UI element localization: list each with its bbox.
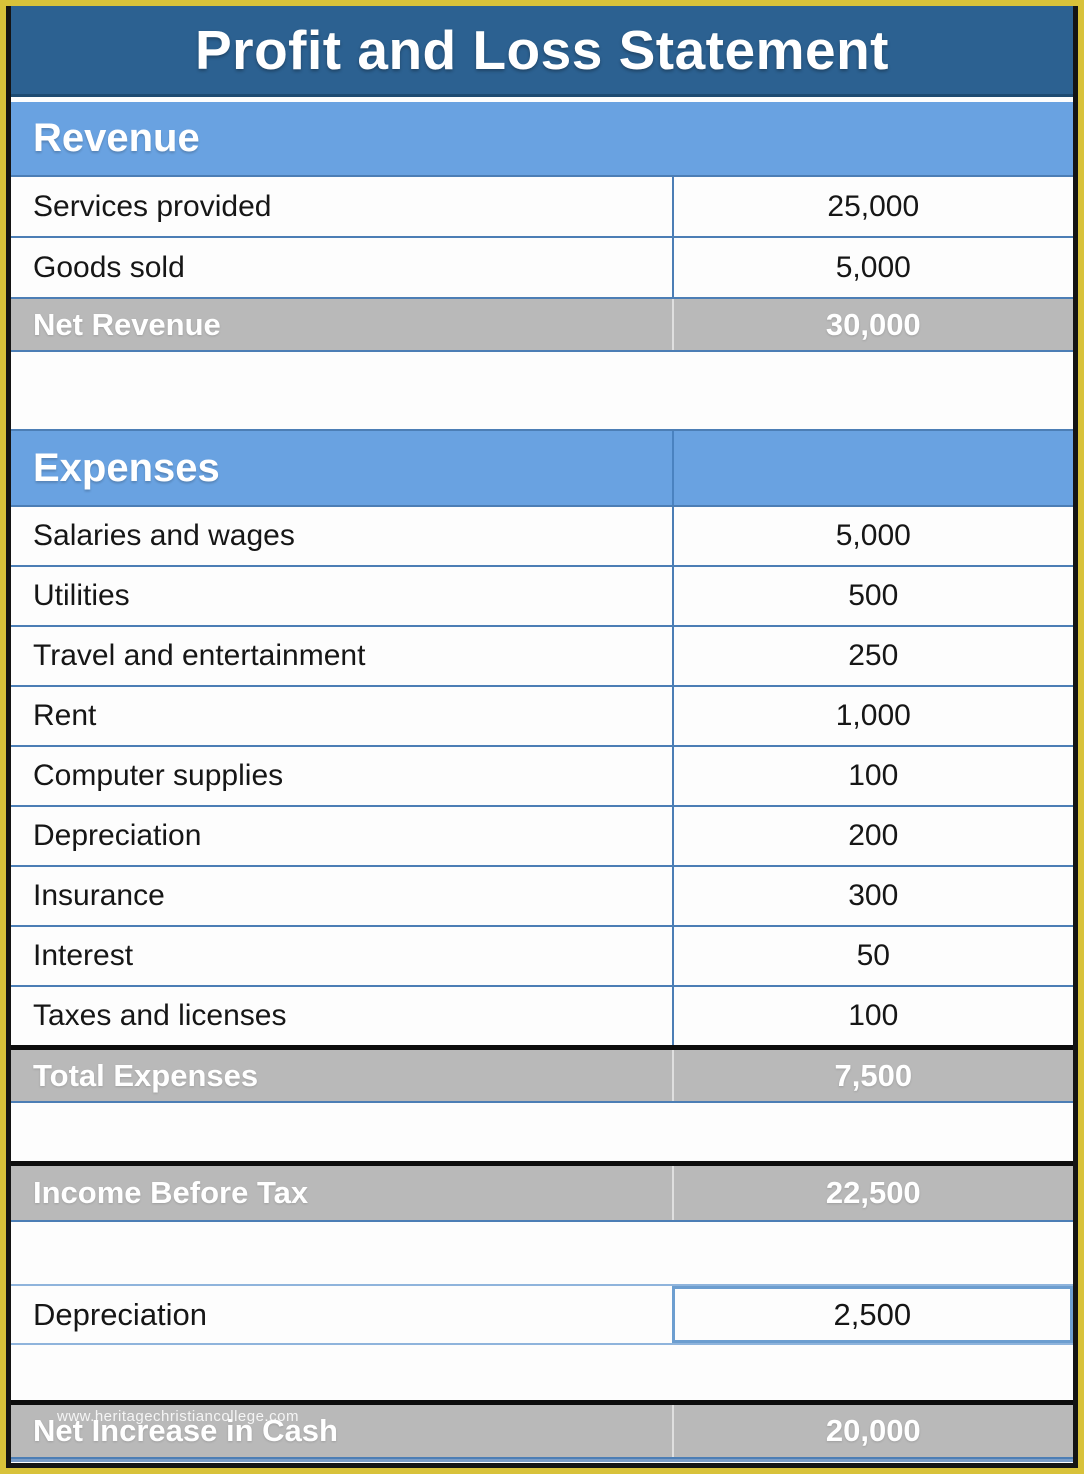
row-value: 5,000 [671,238,1073,297]
spacer-row [11,352,1073,429]
statement-sheet: Profit and Loss Statement Revenue Service… [6,6,1078,1468]
bottom-edge-line [11,1459,1073,1462]
table-row: Total Expenses 7,500 [11,1045,1073,1103]
row-label [11,1222,672,1284]
row-label: Salaries and wages [33,519,295,552]
table-row: Travel and entertainment 250 [11,625,1073,685]
table-row: Depreciation 2,500 [11,1284,1073,1345]
row-label: Utilities [33,579,130,612]
row-label: Travel and entertainment [33,639,366,672]
row-value: 22,500 [671,1166,1073,1220]
row-value [672,1345,1073,1400]
row-label: Net Increase in Cash [33,1413,338,1448]
row-value: 20,000 [671,1405,1073,1457]
table-row: Depreciation 200 [11,805,1073,865]
page-title: Profit and Loss Statement [195,19,889,81]
row-label: Depreciation [33,819,202,852]
row-label: Goods sold [33,250,185,284]
row-value: 500 [671,567,1073,625]
row-label [11,1103,672,1161]
row-label: Computer supplies [33,759,284,792]
row-label: Revenue [33,116,200,160]
row-value: 250 [671,627,1073,685]
spacer-row [11,1103,1073,1161]
row-value: 1,000 [671,687,1073,745]
row-label: Rent [33,699,97,732]
table-row: Interest 50 [11,925,1073,985]
row-value [672,352,1073,429]
row-label: Depreciation [33,1296,208,1332]
row-label: Expenses [33,445,220,490]
row-label: Net Revenue [33,306,221,342]
spacer-row [11,1222,1073,1284]
row-value: 300 [671,867,1073,925]
table-row: Services provided 25,000 [11,175,1073,236]
table-row: Income Before Tax 22,500 [11,1161,1073,1222]
row-value: 100 [671,987,1073,1045]
table-row: Net Increase in Cash 20,000 [11,1400,1073,1459]
row-label: Services provided [33,189,272,223]
row-value [672,1103,1073,1161]
row-label: Income Before Tax [33,1175,309,1210]
row-value [671,431,1073,505]
table-row: Insurance 300 [11,865,1073,925]
spacer-row [11,1345,1073,1400]
row-value: 25,000 [671,177,1073,236]
table-row: Goods sold 5,000 [11,236,1073,297]
row-value [672,1222,1073,1284]
table-row: Net Revenue 30,000 [11,297,1073,352]
row-value [672,102,1073,175]
row-value: 30,000 [671,299,1073,350]
table-row: Taxes and licenses 100 [11,985,1073,1045]
row-label: Total Expenses [33,1057,259,1093]
row-value: 100 [671,747,1073,805]
table-row: Rent 1,000 [11,685,1073,745]
row-label: Interest [33,939,134,972]
row-label: Insurance [33,879,165,912]
row-value: 7,500 [671,1050,1073,1101]
row-value: 2,500 [671,1286,1073,1343]
row-value: 50 [671,927,1073,985]
row-value: 5,000 [671,507,1073,565]
row-label: Taxes and licenses [33,999,287,1032]
row-label [11,1345,672,1400]
statement-table: Revenue Services provided 25,000 Goods sold… [11,102,1073,1459]
table-row: Revenue [11,102,1073,175]
table-row: Expenses [11,429,1073,505]
title-bar: Profit and Loss Statement [11,6,1073,97]
table-row: Computer supplies 100 [11,745,1073,805]
row-value: 200 [671,807,1073,865]
row-label [11,352,672,429]
table-row: Salaries and wages 5,000 [11,505,1073,565]
table-row: Utilities 500 [11,565,1073,625]
